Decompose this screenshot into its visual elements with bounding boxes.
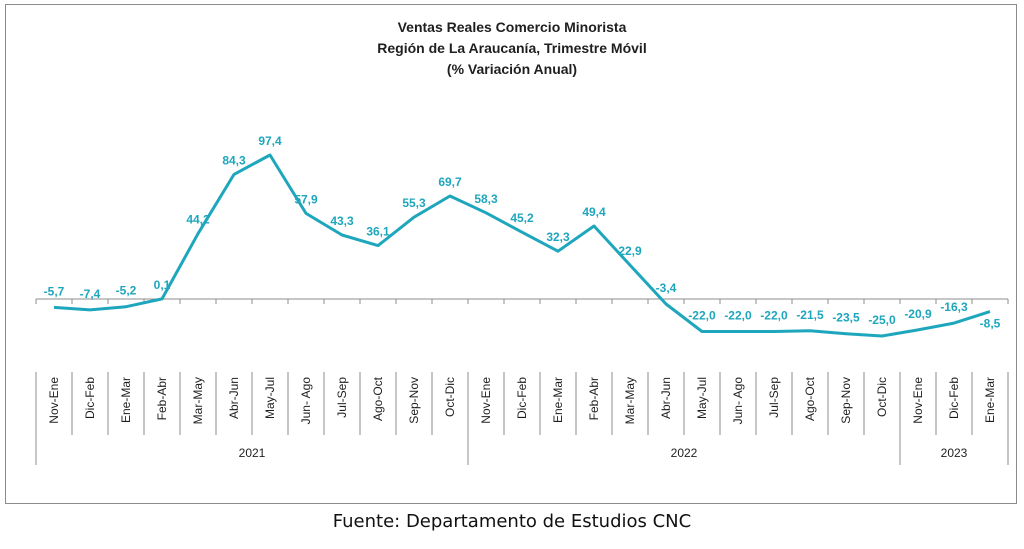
data-label: 22,9: [618, 244, 642, 258]
x-axis-category-label: Oct-Dic: [443, 377, 457, 417]
x-axis-category-label: Oct-Dic: [875, 377, 889, 417]
x-axis-category-label: Dic-Feb: [947, 377, 961, 419]
data-label: 84,3: [222, 153, 246, 167]
x-axis-year-label: 2022: [671, 446, 698, 460]
data-label: 36,1: [366, 225, 390, 239]
x-axis-category-label: Abr-Jun: [227, 377, 241, 419]
data-label: 69,7: [438, 175, 462, 189]
x-axis-category-label: Mar-May: [191, 377, 205, 424]
chart-title-line: Ventas Reales Comercio Minorista: [398, 19, 627, 35]
data-label: 45,2: [510, 211, 534, 225]
x-axis-category-label: Mar-May: [623, 377, 637, 424]
data-label: 0,1: [154, 278, 171, 292]
x-axis-category-label: Ago-Oct: [803, 376, 817, 421]
data-label: -22,0: [760, 309, 788, 323]
x-axis-category-label: Sep-Nov: [407, 377, 421, 424]
x-axis-category-label: Ene-Mar: [119, 377, 133, 423]
x-axis-category-label: May-Jul: [695, 377, 709, 419]
x-axis-category-label: Sep-Nov: [839, 377, 853, 424]
x-axis-category-label: Abr-Jun: [659, 377, 673, 419]
chart-title-line: Región de La Araucanía, Trimestre Móvil: [377, 40, 646, 56]
x-axis-year-labels: 2021 2022 2023: [239, 446, 968, 460]
chart-title: Ventas Reales Comercio Minorista Región d…: [377, 19, 646, 77]
data-label: 49,4: [582, 205, 606, 219]
data-label: -25,0: [868, 313, 896, 327]
data-label: 43,3: [330, 214, 354, 228]
data-label: -8,5: [980, 317, 1001, 331]
chart-frame: Ventas Reales Comercio Minorista Región d…: [5, 4, 1017, 504]
data-label: -22,0: [688, 309, 716, 323]
data-label: -5,7: [44, 284, 65, 298]
data-label: -20,9: [904, 307, 932, 321]
data-label: 97,4: [258, 134, 282, 148]
x-axis-category-label: Dic-Feb: [515, 377, 529, 419]
series-line: [53, 153, 991, 338]
x-axis-category-label: Feb-Abr: [587, 377, 601, 420]
data-label: -21,5: [796, 308, 824, 322]
x-axis-category-label: Nov-Ene: [911, 377, 925, 424]
chart-title-line: (% Variación Anual): [447, 61, 577, 77]
x-axis-category-label: Jun- Ago: [731, 377, 745, 425]
x-axis-category-label: Jul-Sep: [335, 377, 349, 418]
x-axis-category-label: Nov-Ene: [479, 377, 493, 424]
data-label: 44,2: [186, 213, 210, 227]
x-axis-category-label: Feb-Abr: [155, 377, 169, 420]
data-label: -3,4: [656, 281, 677, 295]
x-axis-category-label: May-Jul: [263, 377, 277, 419]
data-label: -22,0: [724, 309, 752, 323]
x-axis-year-label: 2023: [941, 446, 968, 460]
x-axis-category-label: Ene-Mar: [551, 377, 565, 423]
data-labels: -5,7 -7,4 -5,2 0,1 44,2 84,3 97,4 57,9 43,3 36,1 5…: [44, 134, 1001, 331]
data-label: -5,2: [116, 284, 137, 298]
data-label: -16,3: [940, 300, 968, 314]
data-label: 55,3: [402, 196, 426, 210]
x-axis-category-label: Jun- Ago: [299, 377, 313, 425]
x-axis-category-labels: Nov-Ene Dic-Feb Ene-Mar Feb-Abr Mar-May Abr-J…: [47, 376, 997, 424]
data-label: -7,4: [80, 287, 101, 301]
data-label: 57,9: [294, 192, 318, 206]
data-label: -23,5: [832, 311, 860, 325]
x-axis-ticks: [35, 299, 1009, 465]
x-axis-category-label: Dic-Feb: [83, 377, 97, 419]
x-axis-category-label: Ene-Mar: [983, 377, 997, 423]
chart: Ventas Reales Comercio Minorista Región d…: [35, 19, 1009, 465]
data-label: 58,3: [474, 192, 498, 206]
x-axis-category-label: Nov-Ene: [47, 377, 61, 424]
data-label: 32,3: [546, 230, 570, 244]
source-note: Fuente: Departamento de Estudios CNC: [332, 511, 692, 532]
x-axis-category-label: Ago-Oct: [371, 376, 385, 421]
x-axis-category-label: Jul-Sep: [767, 377, 781, 418]
x-axis-year-label: 2021: [239, 446, 266, 460]
